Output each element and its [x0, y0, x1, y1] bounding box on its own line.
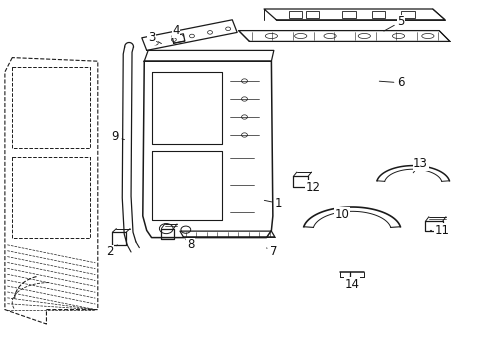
- Bar: [400, 11, 414, 18]
- Bar: [305, 11, 319, 18]
- Bar: [371, 11, 385, 18]
- Text: 9: 9: [111, 130, 124, 143]
- Text: 1: 1: [264, 197, 282, 210]
- Text: 10: 10: [334, 208, 349, 221]
- Bar: [342, 11, 355, 18]
- Text: 11: 11: [429, 224, 449, 237]
- Text: 2: 2: [106, 245, 117, 258]
- Text: 14: 14: [344, 277, 359, 291]
- Text: 7: 7: [266, 246, 277, 258]
- Text: 4: 4: [172, 24, 183, 37]
- Text: 12: 12: [305, 181, 320, 194]
- Text: 3: 3: [147, 31, 161, 44]
- Text: 6: 6: [379, 76, 404, 89]
- Text: 5: 5: [383, 15, 404, 31]
- Text: 8: 8: [185, 238, 194, 251]
- Text: 13: 13: [412, 157, 427, 173]
- Bar: [288, 11, 302, 18]
